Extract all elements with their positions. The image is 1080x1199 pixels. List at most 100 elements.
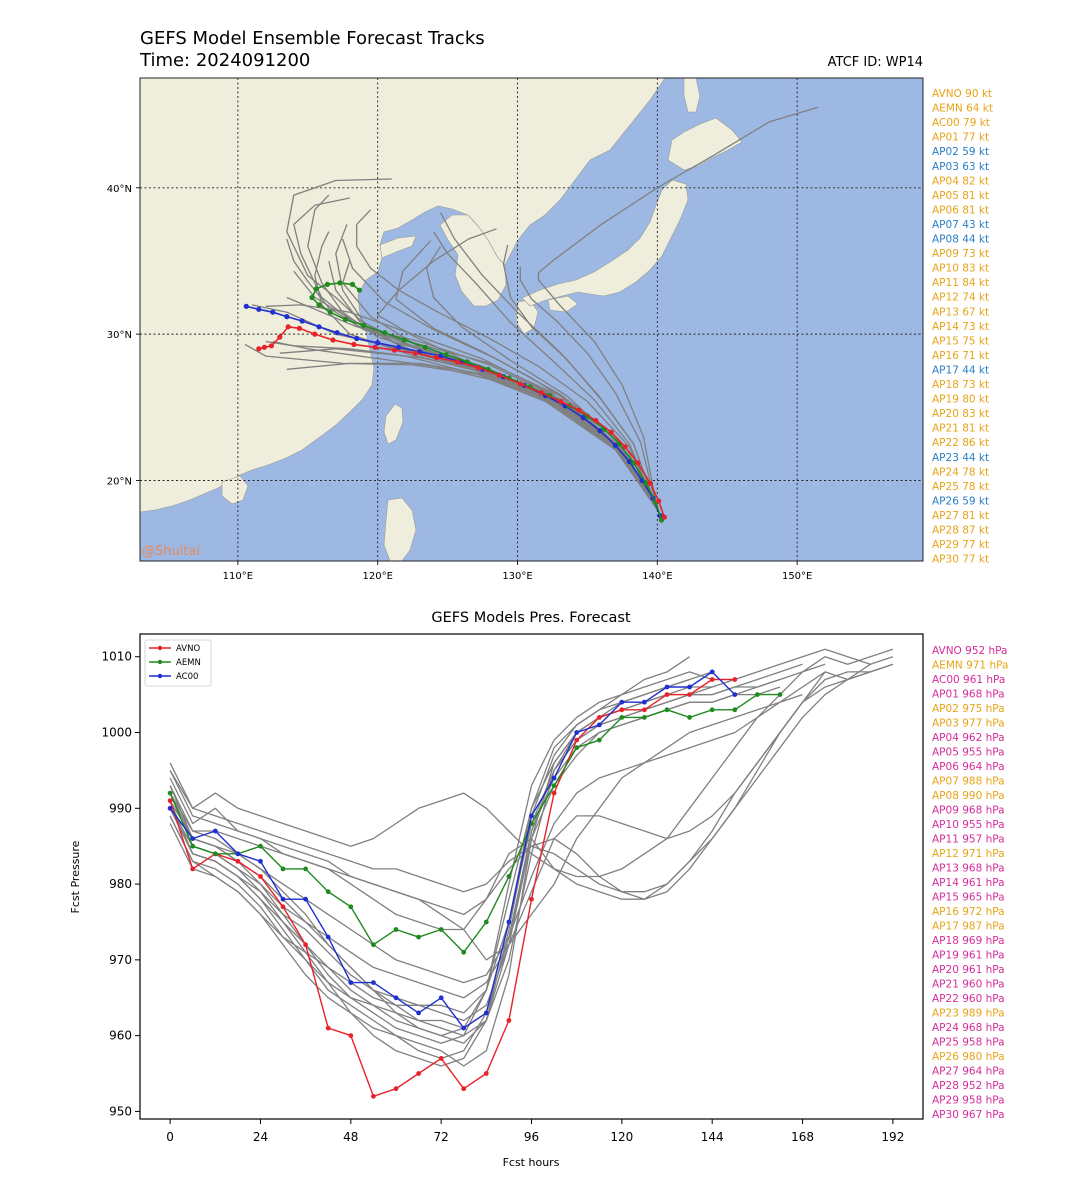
track-point-avno — [593, 417, 599, 424]
pressure-legend-entry: AP08 990 hPa — [932, 790, 1005, 802]
map-lat-axis: 40°N 30°N 20°N — [107, 184, 140, 488]
inline-legend-label: AVNO — [176, 644, 200, 654]
track-point-aemn — [443, 352, 449, 358]
track-point-avno — [496, 372, 502, 378]
land-honshu — [521, 179, 689, 307]
x-tick-label: 24 — [253, 1130, 268, 1144]
track-point-ac00 — [270, 309, 276, 315]
land-taiwan — [383, 403, 404, 445]
pressure-point-avno — [529, 896, 534, 902]
pressure-legend-entry: AVNO 952 hPa — [932, 645, 1007, 657]
map-legend-entry: AP11 84 kt — [932, 277, 989, 289]
pressure-point-avno — [348, 1033, 354, 1038]
pressure-point-avno — [574, 737, 580, 743]
pressure-point-ac00 — [190, 836, 196, 841]
y-tick-label: 1010 — [101, 650, 132, 664]
map-gridlines — [140, 78, 923, 561]
x-tick-label: 48 — [343, 1130, 358, 1144]
track-point-aemn — [401, 337, 407, 343]
pressure-point-avno — [393, 1086, 399, 1092]
pressure-point-avno — [438, 1056, 444, 1061]
map-highlight-tracks — [243, 280, 667, 523]
pressure-point-aemn — [416, 934, 421, 940]
pressure-point-ac00 — [574, 730, 580, 735]
pressure-point-ac00 — [371, 980, 376, 985]
track-point-avno — [517, 381, 523, 387]
map-legend-entry: AP15 75 kt — [932, 335, 989, 347]
pressure-legend-entry: AP01 968 hPa — [932, 689, 1005, 701]
x-tick-label: 144 — [701, 1130, 724, 1144]
pressure-point-aemn — [755, 692, 760, 697]
track-point-avno — [372, 344, 378, 350]
track-point-aemn — [361, 322, 367, 328]
member-track — [433, 231, 658, 511]
track-point-avno — [433, 355, 439, 361]
y-tick-label: 990 — [109, 801, 132, 815]
pressure-legend-entry: AP25 958 hPa — [932, 1037, 1005, 1049]
pressure-legend-entry: AP13 968 hPa — [932, 863, 1005, 875]
pressure-point-aemn — [709, 707, 715, 713]
track-point-aemn — [327, 309, 333, 315]
map-land — [140, 78, 743, 561]
pressure-legend-entry: AP14 961 hPa — [932, 877, 1005, 889]
track-point-aemn — [309, 294, 315, 301]
pressure-point-aemn — [303, 866, 308, 872]
map-legend-entry: AP13 67 kt — [932, 306, 989, 318]
map-legend-entry: AP09 73 kt — [932, 248, 989, 260]
pressure-legend-entry: AP09 968 hPa — [932, 805, 1005, 817]
member-track — [377, 228, 658, 511]
pressure-legend-entry: AP28 952 hPa — [932, 1080, 1005, 1092]
track-point-avno — [277, 334, 283, 340]
pressure-point-avno — [596, 715, 602, 720]
pressure-point-avno — [235, 858, 241, 864]
pressure-point-ac00 — [348, 980, 354, 985]
track-point-avno — [412, 350, 418, 356]
track-point-avno — [538, 390, 544, 396]
pressure-chart-panel: GEFS Models Pres. Forecast 0 24 48 72 96 120 1… — [69, 610, 1008, 1169]
pressure-point-ac00 — [325, 934, 331, 940]
track-point-avno — [558, 398, 564, 405]
x-tick-label: 0 — [166, 1130, 174, 1144]
map-lat-tick-label: 20°N — [107, 477, 132, 488]
track-point-ac00 — [243, 303, 249, 309]
track-point-avno — [351, 341, 357, 347]
map-frame — [139, 77, 924, 562]
track-point-ac00 — [284, 314, 290, 320]
track-point-avno — [268, 343, 274, 349]
x-tick-label: 168 — [791, 1130, 814, 1144]
track-point-aemn — [324, 281, 330, 287]
track-point-avno — [656, 498, 662, 504]
track-point-avno — [330, 337, 336, 343]
track-point-aemn — [316, 302, 322, 308]
map-lon-axis: 110°E 120°E 130°E 140°E 150°E — [223, 561, 812, 582]
pressure-legend-entry: AP12 971 hPa — [932, 848, 1005, 860]
map-lon-tick-label: 140°E — [642, 571, 672, 582]
watermark: @Shuitai — [142, 544, 200, 559]
map-legend-entry: AP16 71 kt — [932, 350, 989, 362]
member-track — [286, 238, 658, 511]
pressure-legend-entry: AEMN 971 hPa — [932, 660, 1008, 672]
pressure-point-aemn — [596, 737, 602, 743]
pressure-point-ac00 — [461, 1025, 467, 1031]
track-point-avno — [622, 444, 628, 450]
map-legend-entry: AP22 86 kt — [932, 437, 989, 449]
pressure-point-ac00 — [416, 1010, 421, 1016]
member-track — [293, 197, 658, 511]
track-point-aemn — [464, 359, 470, 365]
track-point-avno — [256, 346, 262, 352]
pressure-ylabel: Fcst Pressure — [69, 840, 82, 913]
pressure-point-aemn — [190, 843, 196, 849]
pressure-point-ac00 — [438, 995, 444, 1001]
pressure-line-avno — [169, 678, 735, 1098]
map-legend-entry: AP14 73 kt — [932, 321, 989, 333]
track-point-ac00 — [316, 324, 322, 330]
pressure-legend-entry: AP29 958 hPa — [932, 1095, 1005, 1107]
track-point-avno — [661, 514, 667, 520]
pressure-legend-entry: AP22 960 hPa — [932, 993, 1005, 1005]
pressure-legend-entry: AP06 964 hPa — [932, 761, 1005, 773]
track-point-aemn — [422, 344, 428, 350]
pressure-point-ac00 — [596, 722, 602, 728]
pressure-inline-legend: AVNO AEMN AC00 — [144, 639, 212, 687]
track-point-ac00 — [597, 428, 603, 434]
pressure-point-avno — [461, 1086, 467, 1092]
